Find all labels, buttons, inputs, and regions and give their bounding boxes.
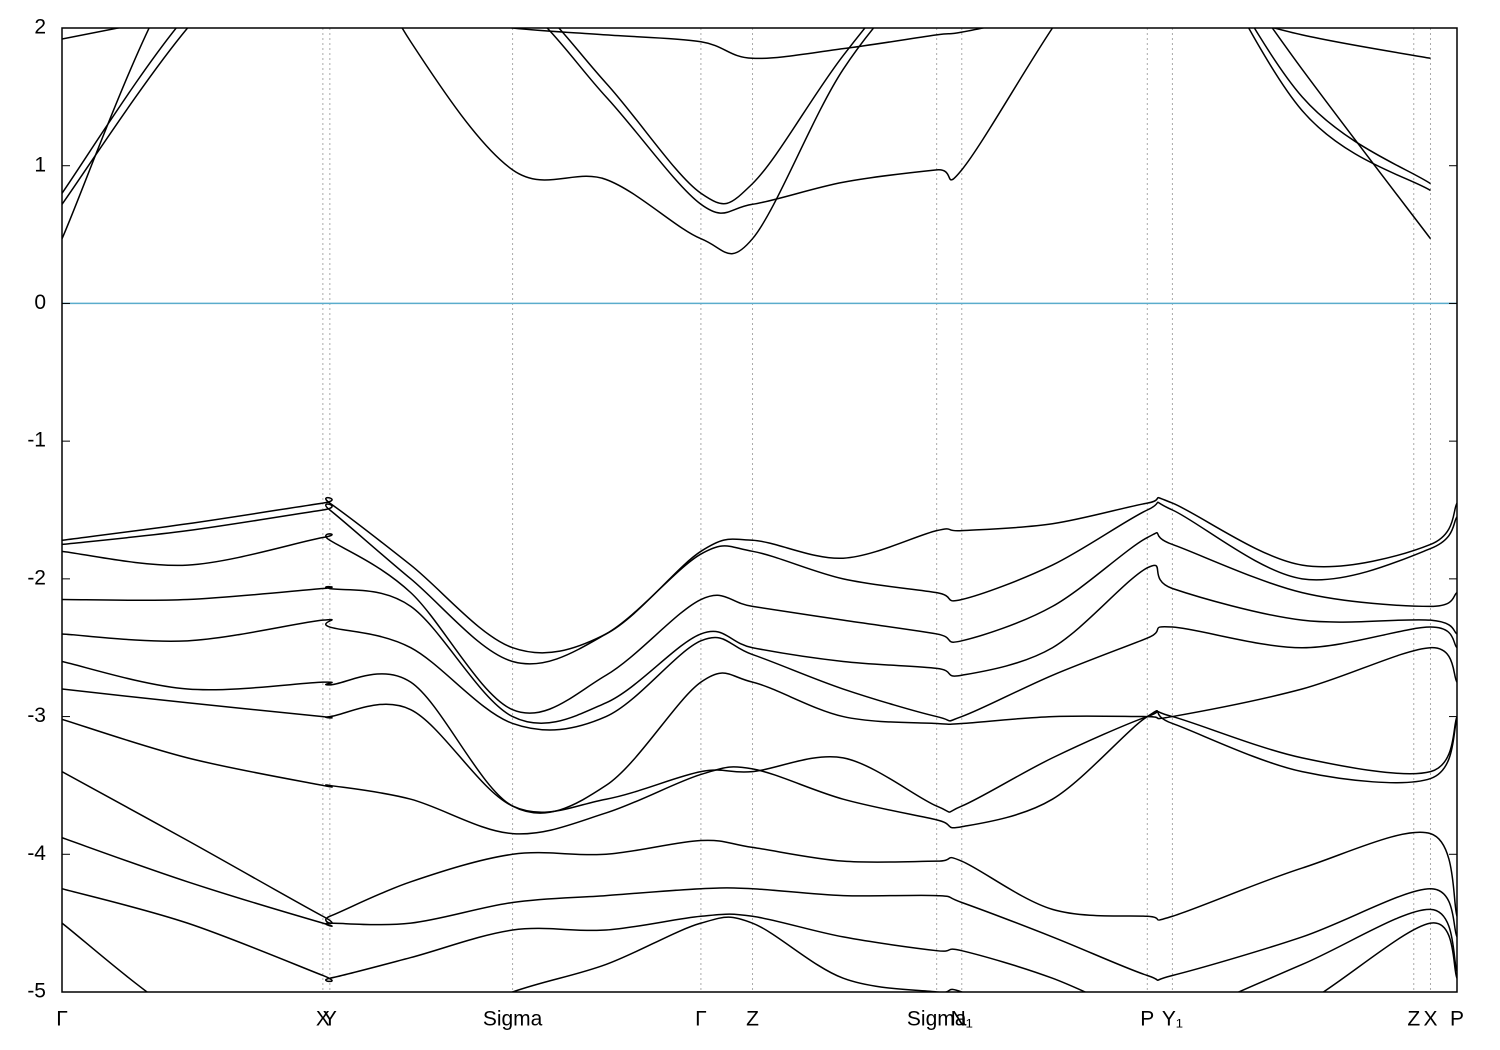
x-tick-label: Z (746, 1008, 759, 1031)
y-tick-label: -5 (27, 980, 46, 1003)
x-tick-label: Y₁ (1162, 1008, 1183, 1031)
bands (62, 28, 1457, 992)
y-tick-label: 2 (34, 16, 46, 39)
x-tick-label: Γ (56, 1008, 68, 1031)
band-line (62, 564, 1457, 724)
x-tick-label: Sigma (907, 1008, 967, 1031)
band-line (62, 887, 1457, 992)
y-tick-label: 0 (34, 291, 46, 314)
band-line (62, 501, 1457, 665)
band-line (62, 28, 1431, 214)
band-line (62, 618, 1457, 731)
y-tick-label: -4 (27, 842, 46, 865)
x-tick-label: X (1423, 1008, 1437, 1031)
y-tick-label: 1 (34, 153, 46, 176)
band-line (62, 688, 1457, 813)
band-line (62, 28, 1431, 60)
x-tick-label: P (1140, 1008, 1154, 1031)
band-line (62, 28, 1431, 205)
x-tick-label: Z (1407, 1008, 1420, 1031)
band-line (62, 531, 1457, 714)
x-tick-label: N₁ (951, 1008, 973, 1031)
y-tick-label: -1 (27, 429, 46, 452)
x-tick-label: Sigma (483, 1008, 543, 1031)
band-line (62, 646, 1457, 814)
x-tick-label: X (316, 1008, 330, 1031)
band-line (62, 916, 1457, 992)
x-tick-label: P (1450, 1008, 1464, 1031)
band-line (62, 496, 1457, 654)
y-tick-label: -2 (27, 566, 46, 589)
x-tick-label: Y (323, 1008, 337, 1031)
band-line (62, 837, 1457, 981)
plot-frame (61, 27, 1458, 993)
band-line (62, 709, 1457, 835)
band-line (62, 28, 1432, 255)
x-tick-label: Γ (695, 1008, 707, 1031)
y-tick-label: -3 (27, 704, 46, 727)
